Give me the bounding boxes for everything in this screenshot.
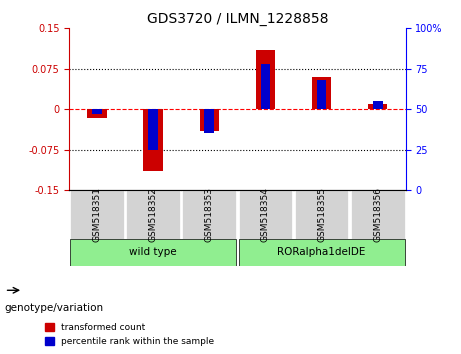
Bar bbox=[312, 77, 331, 109]
Text: GSM518351: GSM518351 bbox=[93, 187, 102, 242]
Bar bbox=[373, 101, 383, 109]
Bar bbox=[143, 109, 163, 171]
FancyBboxPatch shape bbox=[238, 190, 292, 239]
Text: GSM518355: GSM518355 bbox=[317, 187, 326, 242]
Text: GSM518356: GSM518356 bbox=[373, 187, 382, 242]
FancyBboxPatch shape bbox=[70, 239, 236, 266]
FancyBboxPatch shape bbox=[351, 190, 405, 239]
Text: wild type: wild type bbox=[130, 247, 177, 257]
Bar bbox=[256, 50, 275, 109]
Bar bbox=[368, 104, 387, 109]
Text: genotype/variation: genotype/variation bbox=[5, 303, 104, 313]
Bar bbox=[317, 80, 326, 109]
Text: GSM518354: GSM518354 bbox=[261, 187, 270, 242]
FancyBboxPatch shape bbox=[126, 190, 180, 239]
Bar bbox=[88, 109, 107, 118]
FancyBboxPatch shape bbox=[70, 190, 124, 239]
Bar bbox=[260, 64, 270, 109]
Bar bbox=[92, 109, 102, 114]
Text: RORalpha1delDE: RORalpha1delDE bbox=[278, 247, 366, 257]
Bar bbox=[148, 109, 158, 150]
Text: GSM518352: GSM518352 bbox=[149, 187, 158, 242]
Legend: transformed count, percentile rank within the sample: transformed count, percentile rank withi… bbox=[41, 320, 218, 349]
Bar bbox=[205, 109, 214, 133]
Text: GSM518353: GSM518353 bbox=[205, 187, 214, 242]
FancyBboxPatch shape bbox=[295, 190, 349, 239]
Title: GDS3720 / ILMN_1228858: GDS3720 / ILMN_1228858 bbox=[147, 12, 328, 26]
FancyBboxPatch shape bbox=[183, 190, 236, 239]
FancyBboxPatch shape bbox=[238, 239, 405, 266]
Bar bbox=[200, 109, 219, 131]
